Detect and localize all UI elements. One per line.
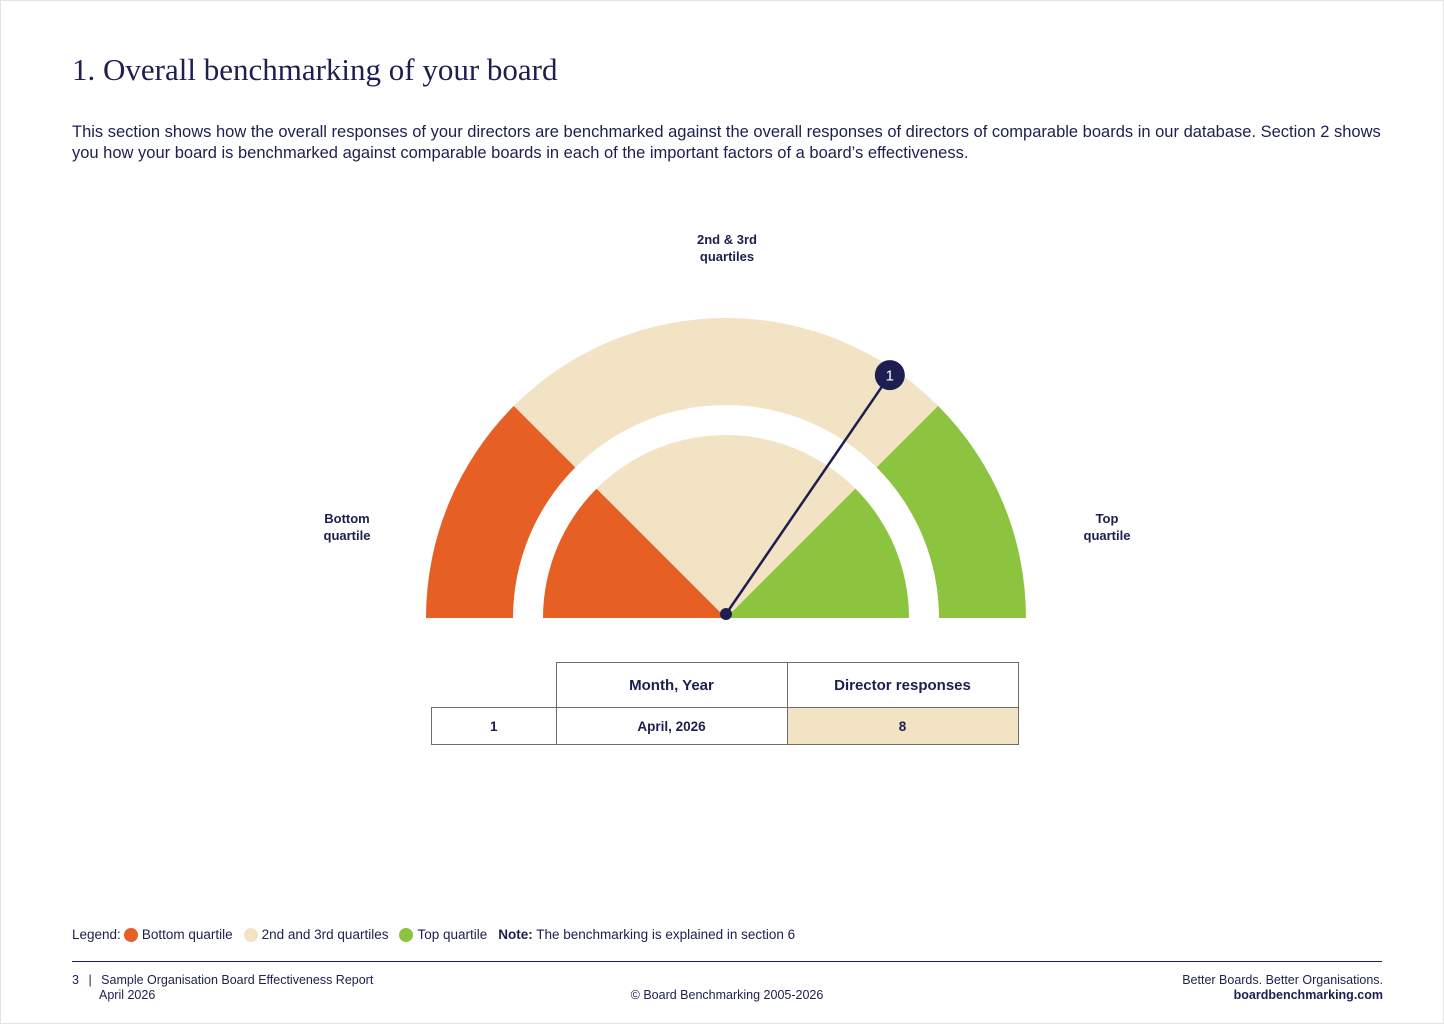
gauge-label-middle-line2: quartiles — [699, 249, 755, 264]
gauge-label-bottom: Bottom quartile — [287, 510, 407, 544]
table-cell-index: 1 — [431, 707, 557, 745]
table-header-row: Month, Year Director responses — [431, 662, 1019, 708]
gauge-inner-top-segment — [726, 488, 909, 618]
gauge-label-middle: 2nd & 3rd quartiles — [667, 231, 787, 265]
gauge-label-middle-line1: 2nd & 3rd — [697, 232, 757, 247]
table-cell-month-year: April, 2026 — [555, 707, 788, 745]
footer-report-date: April 2026 — [99, 988, 156, 1002]
footer-separator: | — [88, 973, 92, 987]
legend: Legend: Bottom quartile 2nd and 3rd quar… — [72, 927, 795, 942]
legend-prefix: Legend: — [72, 927, 121, 942]
gauge-outer-top-segment — [876, 405, 1026, 618]
gauge-pointer-marker — [874, 360, 905, 391]
legend-item-middle: 2nd and 3rd quartiles — [241, 927, 389, 942]
results-table: Month, Year Director responses 1 April, … — [431, 662, 1019, 745]
footer-tagline: Better Boards. Better Organisations. — [1182, 973, 1383, 987]
page-title: 1. Overall benchmarking of your board — [72, 52, 558, 87]
footer-report-name: Sample Organisation Board Effectiveness … — [101, 973, 374, 987]
gauge-label-top-line2: quartile — [1083, 528, 1131, 543]
legend-dot-top-icon — [399, 927, 414, 942]
gauge-pointer-line — [724, 374, 891, 615]
table-header-director-responses: Director responses — [786, 662, 1019, 708]
gauge-outer-middle-segment — [513, 318, 939, 468]
gauge-outer-bottom-segment — [426, 405, 576, 618]
legend-label-bottom: Bottom quartile — [141, 927, 233, 942]
legend-label-middle: 2nd and 3rd quartiles — [261, 927, 389, 942]
footer-divider — [72, 961, 1382, 962]
gauge-label-top-line1: Top — [1095, 511, 1119, 526]
gauge-label-bottom-line1: Bottom — [324, 511, 370, 526]
table-header-month-year: Month, Year — [555, 662, 788, 708]
footer-website-link[interactable]: boardbenchmarking.com — [1233, 988, 1383, 1002]
intro-paragraph: This section shows how the overall respo… — [72, 123, 1381, 162]
footer-copyright: © Board Benchmarking 2005-2026 — [630, 988, 824, 1002]
gauge-inner-bottom-segment — [543, 488, 726, 618]
legend-item-bottom: Bottom quartile — [121, 927, 233, 942]
gauge-inner-middle-segment — [596, 435, 856, 618]
gauge-marker-label: 1 — [886, 368, 894, 385]
footer-right: Better Boards. Better Organisations. boa… — [1182, 973, 1383, 1003]
legend-dot-middle-icon — [243, 927, 258, 942]
gauge-label-bottom-line2: quartile — [323, 528, 371, 543]
footer-left: 3 | Sample Organisation Board Effectiven… — [72, 973, 373, 1003]
gauge-label-top: Top quartile — [1047, 510, 1167, 544]
legend-label-top: Top quartile — [417, 927, 488, 942]
legend-dot-bottom-icon — [123, 927, 138, 942]
table-cell-responses: 8 — [786, 707, 1019, 745]
table-header-blank — [431, 662, 557, 708]
legend-note: Note: The benchmarking is explained in s… — [498, 927, 795, 942]
legend-note-label: Note: — [498, 927, 533, 942]
gauge-pointer-hub — [720, 608, 732, 620]
table-row: 1 April, 2026 8 — [431, 707, 1019, 745]
legend-note-text: The benchmarking is explained in section… — [536, 927, 796, 942]
legend-item-top: Top quartile — [396, 927, 487, 942]
footer-page-number: 3 — [72, 973, 79, 987]
